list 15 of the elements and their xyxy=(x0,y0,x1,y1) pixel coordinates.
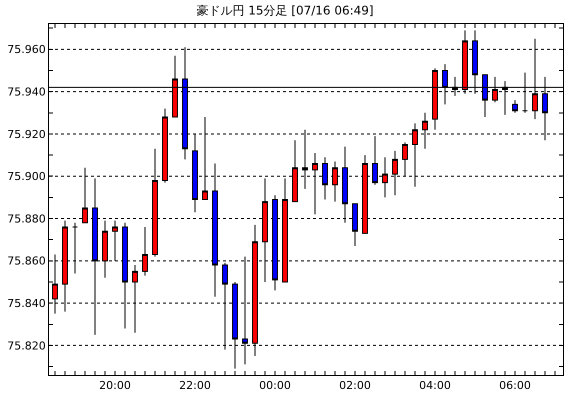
x-tick-label: 00:00 xyxy=(259,379,291,392)
y-tick-label: 75.900 xyxy=(7,170,46,184)
x-tick-label: 06:00 xyxy=(499,379,531,392)
y-tick-label: 75.960 xyxy=(7,43,46,56)
x-tick-label: 02:00 xyxy=(339,379,371,392)
y-tick-label: 75.940 xyxy=(7,86,46,99)
y-tick-label: 75.860 xyxy=(7,254,46,268)
x-tick-label: 20:00 xyxy=(99,379,131,392)
y-tick-label: 75.820 xyxy=(7,339,46,352)
y-tick-label: 75.880 xyxy=(7,212,46,226)
x-tick-label: 22:00 xyxy=(179,379,211,392)
x-tick-label: 04:00 xyxy=(419,379,451,392)
y-tick-label: 75.920 xyxy=(7,128,46,141)
y-tick-label: 75.840 xyxy=(7,296,46,310)
chart-title: 豪ドル円 15分足 [07/16 06:49] xyxy=(196,3,374,18)
